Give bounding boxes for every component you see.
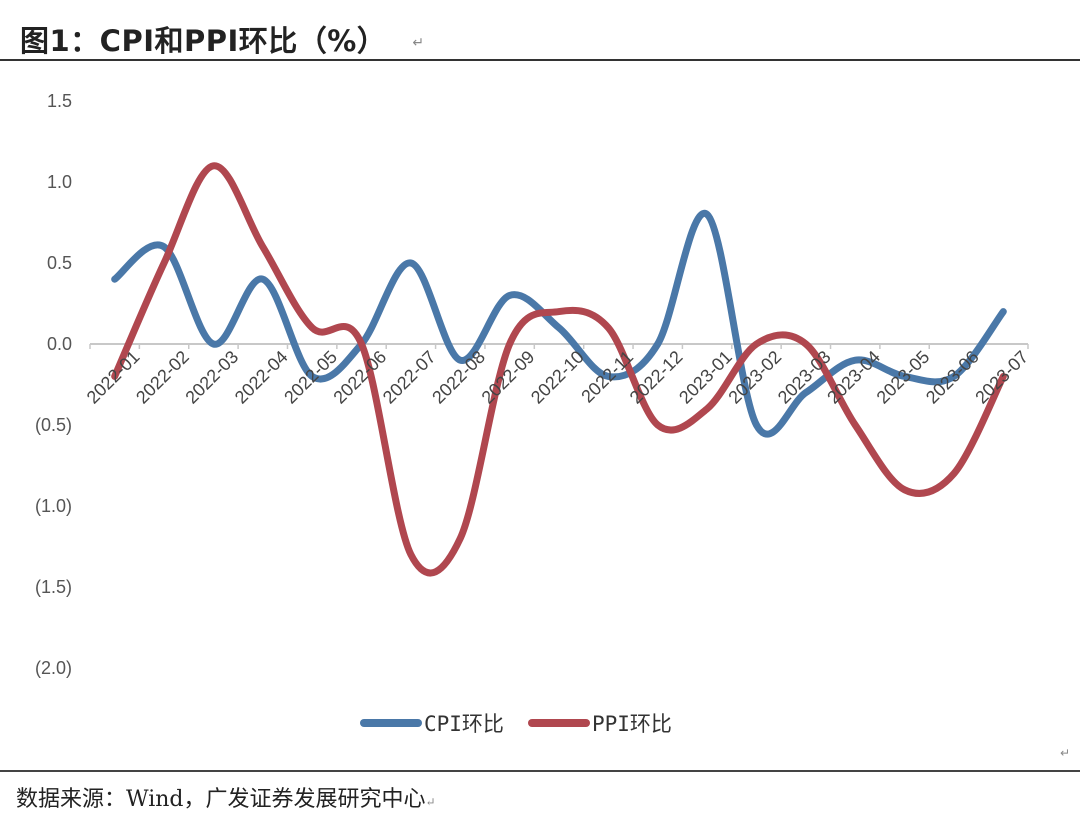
x-tick-label: 2022-02 [132, 347, 193, 408]
y-tick-label: (1.5) [35, 577, 72, 597]
x-axis-labels: 2022-012022-022022-032022-042022-052022-… [83, 347, 1032, 408]
y-tick-label: (0.5) [35, 415, 72, 435]
x-tick-label: 2022-01 [83, 347, 144, 408]
y-tick-label: (2.0) [35, 658, 72, 678]
legend-item-ppi: PPI环比 [527, 708, 672, 738]
y-tick-label: (1.0) [35, 496, 72, 516]
line-chart: 1.5 1.0 0.5 0.0 (0.5) (1.0) (1.5) (2.0) 2022-01… [35, 91, 1032, 678]
chart-title: 图1：CPI和PPI环比（%） ↵ [20, 18, 425, 60]
bottom-divider [0, 770, 1080, 772]
top-divider [0, 59, 1080, 61]
return-mark-icon: ↵ [412, 35, 425, 51]
x-tick-label: 2023-06 [922, 347, 983, 408]
data-source-note: 数据来源：Wind，广发证券发展研究中心↵ [16, 781, 436, 813]
y-tick-label: 1.5 [47, 91, 72, 111]
y-tick-label: 0.5 [47, 253, 72, 273]
x-axis [89, 343, 1029, 349]
x-tick-label: 2022-06 [329, 347, 390, 408]
x-tick-label: 2022-03 [181, 347, 242, 408]
chart-series [111, 162, 1007, 577]
ppi-line [111, 162, 1007, 577]
x-tick-label: 2022-10 [527, 347, 588, 408]
data-source-text: 数据来源：Wind，广发证券发展研究中心 [16, 787, 426, 812]
legend-label-ppi: PPI环比 [591, 712, 672, 736]
legend-swatch-cpi [360, 719, 422, 727]
y-axis: 1.5 1.0 0.5 0.0 (0.5) (1.0) (1.5) (2.0) [35, 91, 72, 678]
legend-swatch-ppi [527, 719, 590, 727]
x-tick-label: 2023-07 [971, 347, 1032, 408]
return-mark-icon: ↵ [425, 795, 436, 809]
y-tick-label: 0.0 [47, 334, 72, 354]
legend-item-cpi: CPI环比 [360, 708, 504, 738]
chart-title-text: 图1：CPI和PPI环比（%） [20, 24, 387, 58]
y-tick-label: 1.0 [47, 172, 72, 192]
x-tick-label: 2022-07 [379, 347, 440, 408]
chart-legend: CPI环比 PPI环比 [360, 708, 672, 738]
legend-label-cpi: CPI环比 [424, 712, 504, 736]
x-tick-label: 2022-04 [231, 347, 292, 408]
paragraph-mark-icon: ↵ [1059, 746, 1070, 760]
